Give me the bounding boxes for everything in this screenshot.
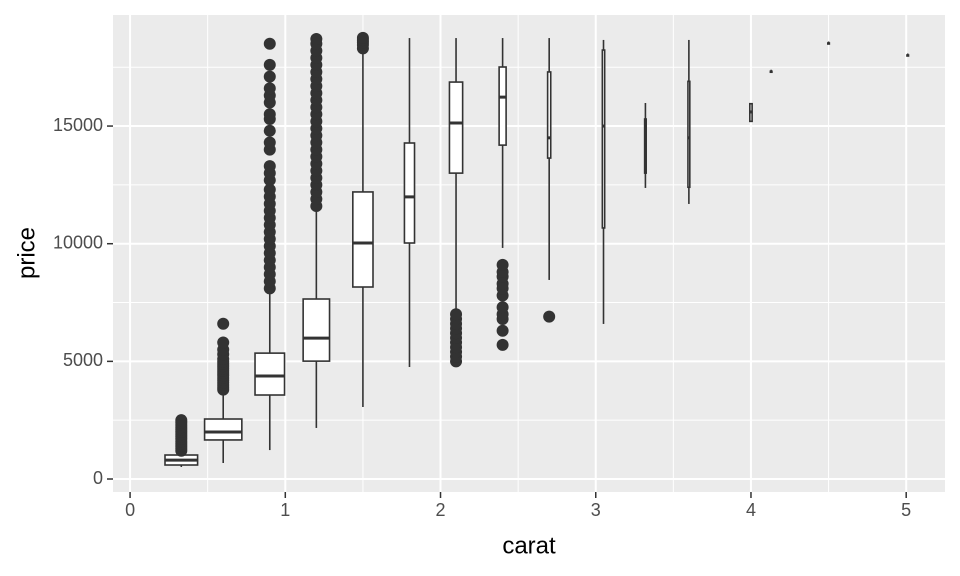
outlier [496, 301, 509, 314]
y-tick-label: 15000 [53, 115, 103, 135]
outlier [217, 317, 230, 330]
outlier [496, 338, 509, 351]
outlier [263, 37, 276, 50]
outlier [263, 160, 276, 173]
box [403, 142, 416, 244]
outlier [496, 258, 509, 271]
outlier [263, 70, 276, 83]
outlier [217, 336, 230, 349]
outlier [496, 324, 509, 337]
plot-panel [113, 15, 945, 492]
x-tick-label: 4 [746, 500, 756, 520]
outlier [356, 31, 369, 44]
box [203, 418, 243, 441]
box [302, 298, 331, 362]
outlier [263, 82, 276, 95]
outlier [310, 33, 323, 46]
x-tick-label: 3 [591, 500, 601, 520]
x-tick-label: 0 [125, 500, 135, 520]
outlier [263, 136, 276, 149]
y-tick-label: 5000 [63, 350, 103, 370]
outlier [175, 414, 188, 427]
box [687, 80, 691, 189]
outlier [450, 308, 463, 321]
box [498, 66, 507, 146]
box [254, 352, 286, 396]
outlier [263, 124, 276, 137]
y-tick-label: 0 [93, 468, 103, 488]
outlier [263, 183, 276, 196]
y-axis-title: price [13, 227, 40, 279]
outlier [263, 58, 276, 71]
y-tick-label: 10000 [53, 232, 103, 252]
outlier [543, 310, 556, 323]
box [546, 71, 552, 159]
x-tick-label: 1 [280, 500, 290, 520]
box [448, 81, 464, 174]
box [352, 191, 374, 288]
box [601, 49, 606, 229]
x-axis-title: carat [502, 532, 556, 559]
x-tick-label: 5 [901, 500, 911, 520]
x-tick-label: 2 [436, 500, 446, 520]
outlier [263, 108, 276, 121]
